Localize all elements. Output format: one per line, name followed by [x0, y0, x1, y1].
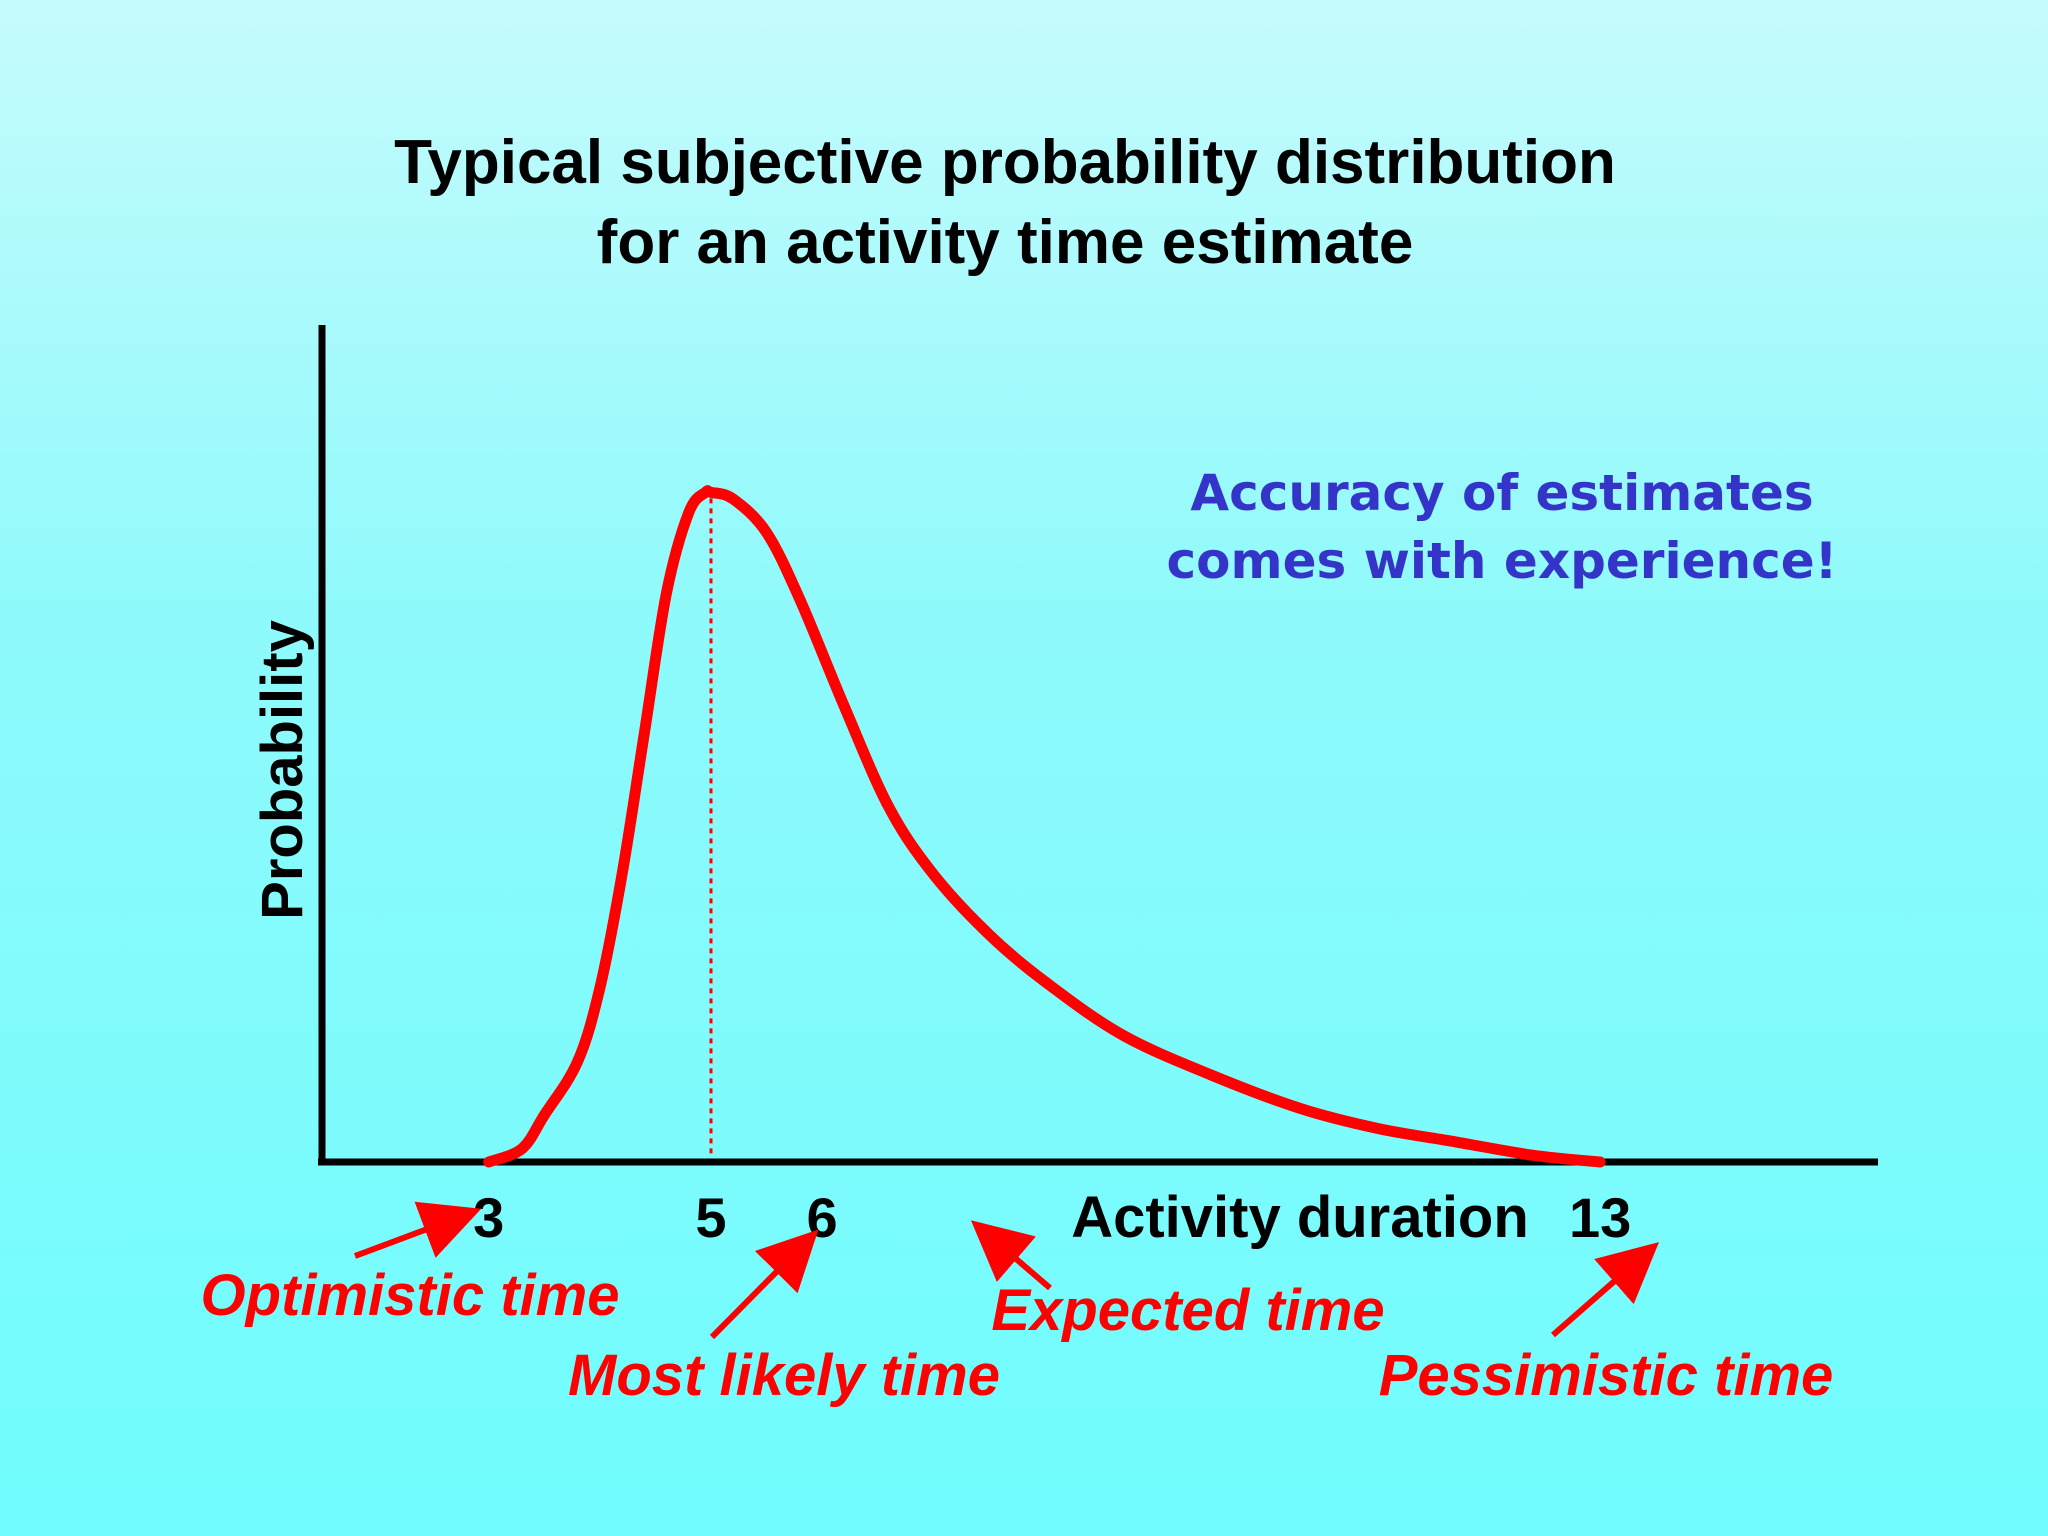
callout-pessimistic-time: Pessimistic time: [1379, 1343, 1834, 1408]
chart-title-line-2: for an activity time estimate: [597, 208, 1414, 277]
x-tick-label-5: 5: [695, 1186, 726, 1249]
pessimistic-arrow: [1551, 1242, 1660, 1338]
x-axis-label: Activity duration: [1071, 1185, 1529, 1250]
series-line-distribution: [483, 485, 1606, 1168]
chart-title-line-1: Typical subjective probability distribut…: [394, 128, 1616, 197]
x-tick-label-13: 13: [1569, 1186, 1631, 1249]
most-likely-arrow: [709, 1229, 819, 1340]
expected-arrow: [970, 1220, 1052, 1291]
callout-expected-time: Expected time: [991, 1278, 1384, 1343]
note-line-2: comes with experience!: [1167, 532, 1838, 590]
callout-optimistic-time: Optimistic time: [201, 1263, 620, 1328]
optimistic-arrow: [353, 1201, 482, 1259]
y-axis-label: Probability: [250, 620, 315, 920]
note-line-1: Accuracy of estimates: [1190, 464, 1813, 522]
x-tick-label-3: 3: [473, 1186, 504, 1249]
callout-most-likely-time: Most likely time: [568, 1343, 1000, 1408]
